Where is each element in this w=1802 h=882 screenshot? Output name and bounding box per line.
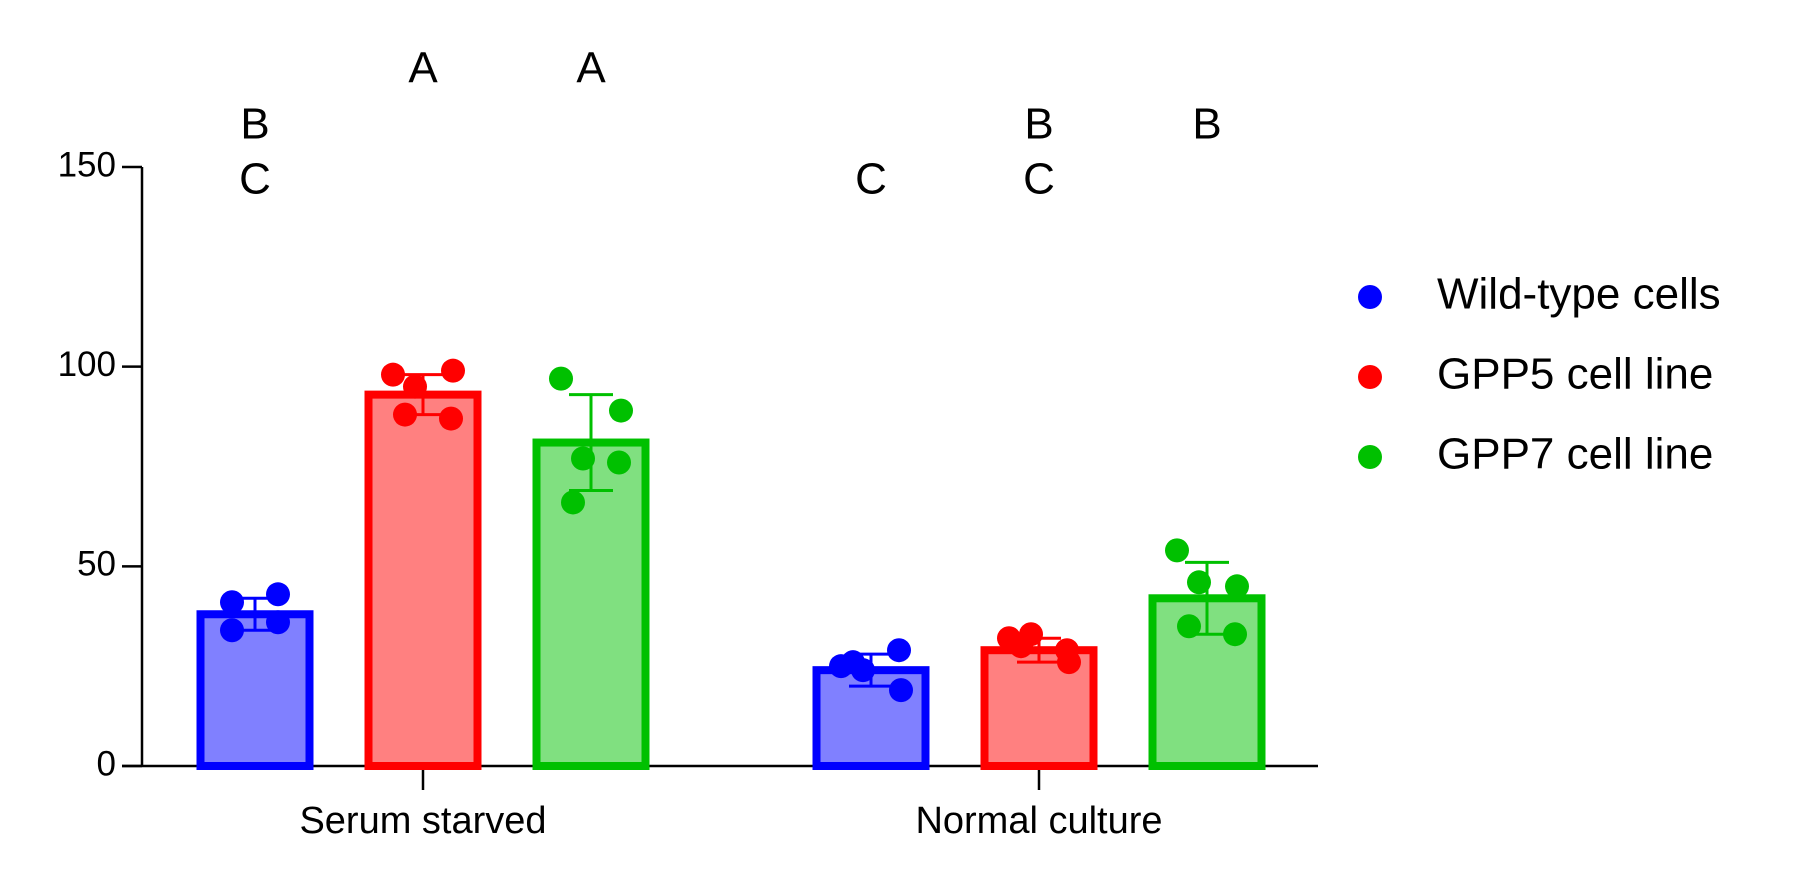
- significance-letter: C: [855, 155, 887, 204]
- data-point: [403, 374, 427, 399]
- data-point: [841, 650, 865, 675]
- legend-marker: [1358, 285, 1382, 309]
- data-point: [1055, 638, 1079, 663]
- data-point: [1225, 574, 1249, 599]
- significance-letter: C: [239, 155, 271, 204]
- legend-label: Wild-type cells: [1437, 270, 1721, 319]
- data-point: [571, 446, 595, 471]
- data-point: [220, 618, 244, 643]
- significance-letter: B: [240, 100, 269, 149]
- legend-label: GPP7 cell line: [1437, 430, 1713, 479]
- significance-letter: B: [1024, 100, 1053, 149]
- bar: [196, 610, 314, 771]
- data-point: [1177, 614, 1201, 639]
- error-bar: [569, 393, 613, 492]
- data-point: [607, 450, 631, 475]
- data-point: [1223, 622, 1247, 647]
- data-point: [1165, 538, 1189, 563]
- x-tick-label: Normal culture: [915, 800, 1162, 842]
- bar: [364, 390, 482, 770]
- y-tick-label: 100: [58, 345, 116, 384]
- data-point: [549, 366, 573, 391]
- data-point: [1009, 634, 1033, 659]
- data-point: [887, 638, 911, 663]
- data-point: [439, 406, 463, 431]
- y-tick-label: 50: [77, 545, 116, 584]
- legend-label: GPP5 cell line: [1437, 350, 1713, 399]
- y-tick-label: 0: [97, 744, 116, 783]
- significance-letter: B: [1192, 100, 1221, 149]
- data-point: [393, 402, 417, 427]
- data-point: [381, 362, 405, 387]
- legend-marker: [1358, 365, 1382, 389]
- data-point: [266, 610, 290, 635]
- data-point: [1187, 570, 1211, 595]
- legend-marker: [1358, 445, 1382, 469]
- significance-letter: A: [408, 44, 438, 93]
- data-point: [609, 398, 633, 423]
- data-point: [220, 590, 244, 615]
- y-tick-label: 150: [58, 145, 116, 184]
- significance-letter: A: [576, 44, 606, 93]
- data-point: [441, 358, 465, 383]
- data-point: [889, 678, 913, 703]
- significance-letter: C: [1023, 155, 1055, 204]
- x-tick-label: Serum starved: [299, 800, 546, 842]
- data-point: [266, 582, 290, 607]
- data-point: [561, 490, 585, 515]
